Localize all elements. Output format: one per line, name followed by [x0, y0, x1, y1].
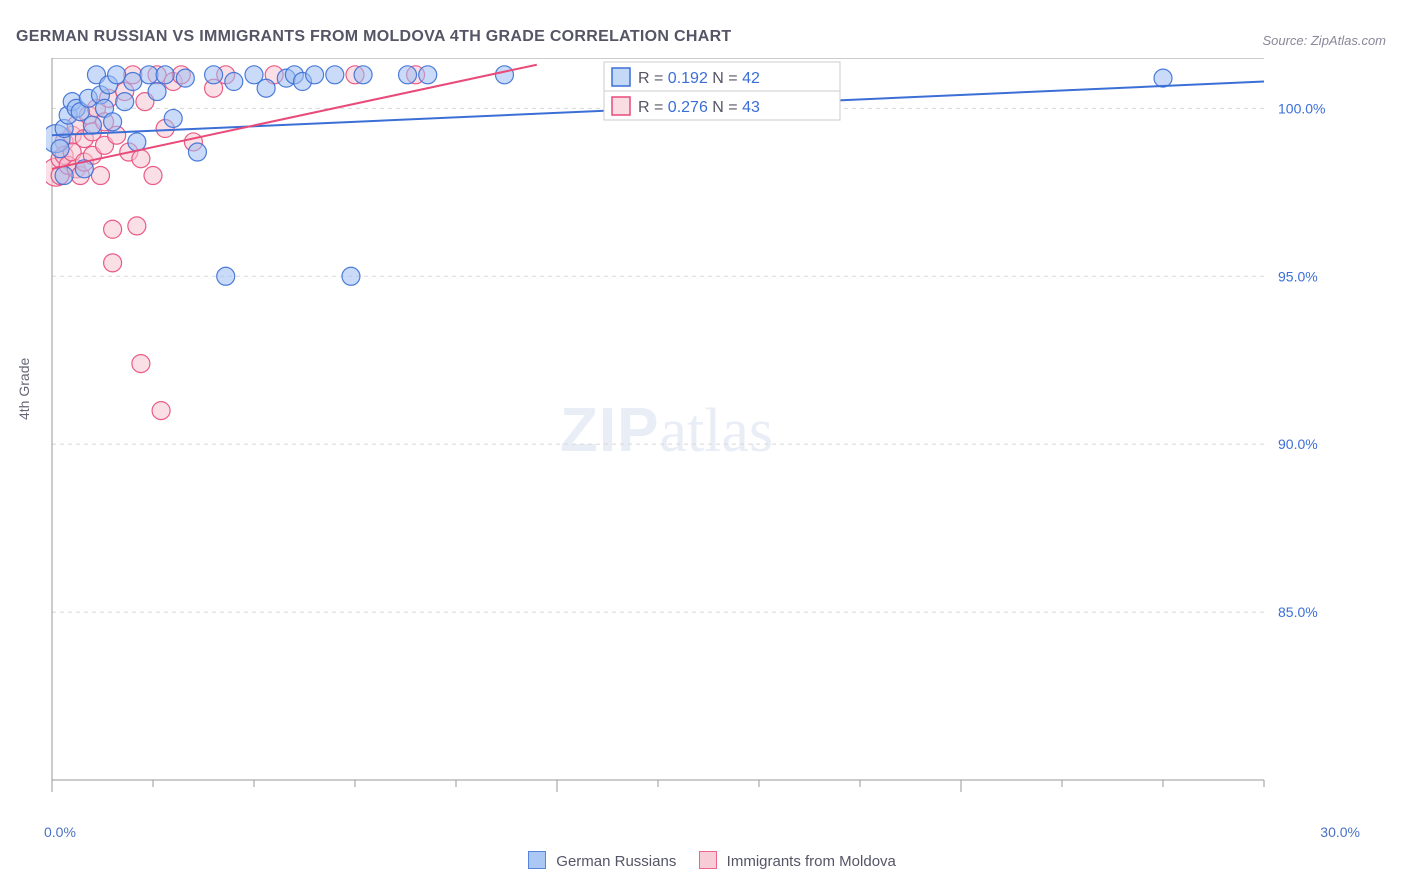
svg-text:100.0%: 100.0% — [1278, 100, 1325, 116]
legend-label-moldova: Immigrants from Moldova — [727, 853, 896, 870]
legend-swatch-moldova — [699, 851, 717, 869]
chart-title: GERMAN RUSSIAN VS IMMIGRANTS FROM MOLDOV… — [16, 28, 732, 46]
scatter-chart: 85.0% 90.0% 95.0% 100.0% R = 0.192 N = 42 R =… — [46, 58, 1334, 800]
svg-text:R = 0.276 N = 43: R = 0.276 N = 43 — [638, 99, 760, 116]
x-axis-max-label: 30.0% — [1320, 824, 1360, 840]
y-axis-label: 4th Grade — [16, 358, 32, 420]
chart-svg: 85.0% 90.0% 95.0% 100.0% R = 0.192 N = 42 R =… — [46, 58, 1334, 800]
legend-bottom: German Russians Immigrants from Moldova — [0, 851, 1406, 870]
x-axis-min-label: 0.0% — [44, 824, 76, 840]
svg-text:90.0%: 90.0% — [1278, 436, 1318, 452]
svg-text:95.0%: 95.0% — [1278, 268, 1318, 284]
legend-swatch-german-russians — [528, 851, 546, 869]
svg-text:R = 0.192 N = 42: R = 0.192 N = 42 — [638, 70, 760, 87]
source-attribution: Source: ZipAtlas.com — [1262, 33, 1386, 48]
svg-text:85.0%: 85.0% — [1278, 604, 1318, 620]
legend-label-german-russians: German Russians — [556, 853, 676, 870]
